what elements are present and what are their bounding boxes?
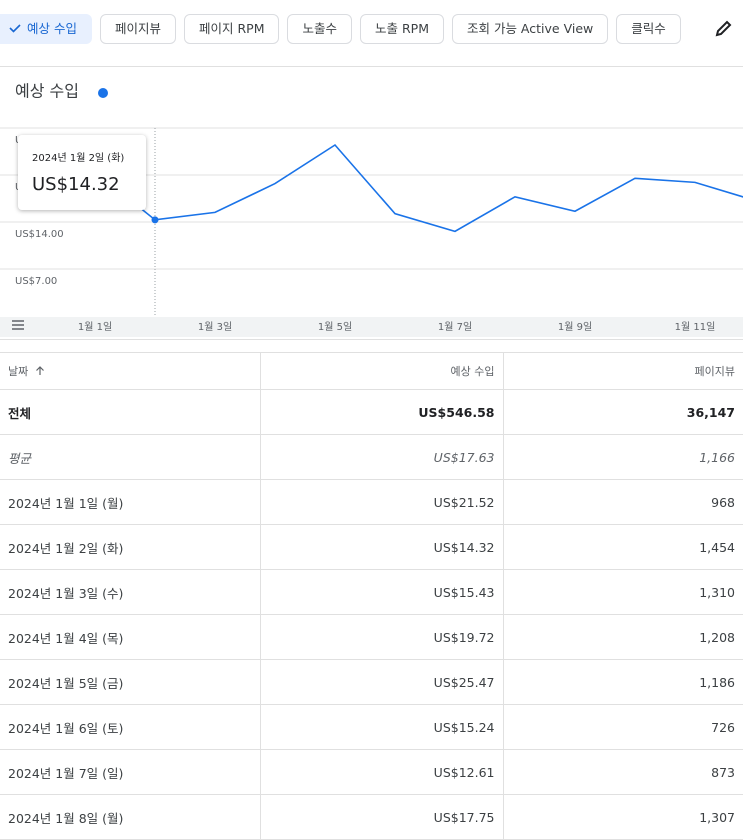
page: 예상 수입 페이지뷰 페이지 RPM 노출수 노출 RPM 조회 가능 Active Vi… — [0, 14, 743, 840]
hover-point — [151, 216, 159, 224]
line-series — [94, 143, 743, 233]
table-cell: 1,166 — [502, 434, 743, 480]
table-cell: 전체 — [0, 389, 260, 435]
x-tick-label: 1월 1일 — [78, 321, 112, 333]
column-header[interactable]: 페이지뷰 — [502, 352, 743, 390]
table-cell: 2024년 1월 1일 (월) — [0, 479, 260, 525]
edit-icon[interactable] — [714, 18, 734, 38]
table-cell: US$25.47 — [259, 659, 503, 705]
table-cell: US$15.43 — [259, 569, 503, 615]
table-cell: US$21.52 — [259, 479, 503, 525]
table-row: 2024년 1월 7일 (일) US$12.61 873 — [0, 749, 743, 795]
chip-label: 노출 RPM — [375, 21, 429, 36]
chart: 예상 수입 US$7.00US$14.00US$21.00US$28.001월 … — [0, 82, 743, 337]
chip-label: 조회 가능 Active View — [466, 21, 594, 36]
table-cell: 968 — [502, 479, 743, 525]
x-tick-label: 1월 7일 — [438, 321, 472, 333]
table-cell: US$14.32 — [259, 524, 503, 570]
check — [9, 24, 21, 33]
column-header[interactable]: 날짜 — [0, 352, 260, 390]
table-cell: 2024년 1월 6일 (토) — [0, 704, 260, 750]
y-tick-label: US$14.00 — [15, 229, 64, 240]
table-row: 2024년 1월 4일 (목) US$19.72 1,208 — [0, 614, 743, 660]
tooltip: 2024년 1월 2일 (화) US$14.32 — [18, 135, 146, 210]
chip-label: 클릭수 — [631, 21, 666, 36]
table-cell: 2024년 1월 8일 (월) — [0, 794, 260, 840]
table-cell: 1,186 — [502, 659, 743, 705]
table-row: 2024년 1월 3일 (수) US$15.43 1,310 — [0, 569, 743, 615]
table-row: 2024년 1월 8일 (월) US$17.75 1,307 — [0, 794, 743, 840]
filter-chip[interactable]: 예상 수입 — [0, 14, 92, 44]
table-cell: 2024년 1월 3일 (수) — [0, 569, 260, 615]
header-label: 페이지뷰 — [694, 365, 735, 378]
chip-label: 페이지 RPM — [199, 21, 265, 36]
legend-dot — [98, 88, 108, 98]
table-cell: US$15.24 — [259, 704, 503, 750]
table-cell: 2024년 1월 2일 (화) — [0, 524, 260, 570]
x-axis-bar — [0, 317, 743, 337]
filter-chip[interactable]: 조회 가능 Active View — [451, 14, 609, 44]
table-cell: 873 — [502, 749, 743, 795]
table-cell: 2024년 1월 4일 (목) — [0, 614, 260, 660]
filter-chip[interactable]: 페이지뷰 — [99, 14, 176, 44]
table-row: 2024년 1월 5일 (금) US$25.47 1,186 — [0, 659, 743, 705]
table-cell: US$546.58 — [259, 389, 503, 435]
filter-bar: 예상 수입 페이지뷰 페이지 RPM 노출수 노출 RPM 조회 가능 Active Vi… — [0, 14, 681, 44]
table-row: 평균 US$17.63 1,166 — [0, 434, 743, 480]
x-tick-label: 1월 11일 — [675, 321, 716, 333]
table-cell: 1,307 — [502, 794, 743, 840]
table-cell: US$12.61 — [259, 749, 503, 795]
table-row: 2024년 1월 6일 (토) US$15.24 726 — [0, 704, 743, 750]
table-cell: 평균 — [0, 434, 260, 480]
filter-chip[interactable]: 클릭수 — [616, 14, 681, 44]
chart-card: 예상 수입 US$7.00US$14.00US$21.00US$28.001월 … — [0, 66, 743, 340]
arrow — [36, 366, 45, 375]
table-row: 전체 US$546.58 36,147 — [0, 389, 743, 435]
data-table: 날짜 예상 수입 페이지뷰 전체 US$546.58 36,147 평균 US$17.63 1,… — [0, 352, 743, 840]
header-label: 날짜 — [8, 365, 29, 378]
chip-label: 페이지뷰 — [114, 21, 161, 36]
filter-chip[interactable]: 페이지 RPM — [184, 14, 280, 44]
table-row: 2024년 1월 2일 (화) US$14.32 1,454 — [0, 524, 743, 570]
tooltip-date: 2024년 1월 2일 (화) — [32, 153, 125, 164]
tooltip-value: US$14.32 — [32, 174, 120, 195]
column-header[interactable]: 예상 수입 — [259, 352, 503, 390]
x-tick-label: 1월 9일 — [558, 321, 592, 333]
filter-chip[interactable]: 노출 RPM — [360, 14, 444, 44]
filter-chip[interactable]: 노출수 — [287, 14, 352, 44]
chart-title: 예상 수입 — [15, 82, 79, 101]
y-tick-label: US$7.00 — [15, 276, 57, 287]
table-cell: 1,310 — [502, 569, 743, 615]
table-header: 날짜 예상 수입 페이지뷰 — [0, 352, 743, 390]
x-tick-label: 1월 5일 — [318, 321, 352, 333]
table-cell: 726 — [502, 704, 743, 750]
table-cell: US$17.75 — [259, 794, 503, 840]
chip-label: 예상 수입 — [27, 21, 77, 36]
sort-icon — [36, 366, 45, 375]
x-tick-label: 1월 3일 — [198, 321, 232, 333]
menu-icon[interactable] — [12, 320, 24, 330]
table-cell: 2024년 1월 7일 (일) — [0, 749, 260, 795]
header-label: 예상 수입 — [450, 365, 495, 378]
table-cell: 2024년 1월 5일 (금) — [0, 659, 260, 705]
table-row: 2024년 1월 1일 (월) US$21.52 968 — [0, 479, 743, 525]
table-cell: US$19.72 — [259, 614, 503, 660]
table-cell: 1,208 — [502, 614, 743, 660]
check-icon — [9, 24, 21, 33]
table-cell: US$17.63 — [259, 434, 503, 480]
chip-label: 노출수 — [302, 21, 337, 36]
table-cell: 36,147 — [502, 389, 743, 435]
table-cell: 1,454 — [502, 524, 743, 570]
